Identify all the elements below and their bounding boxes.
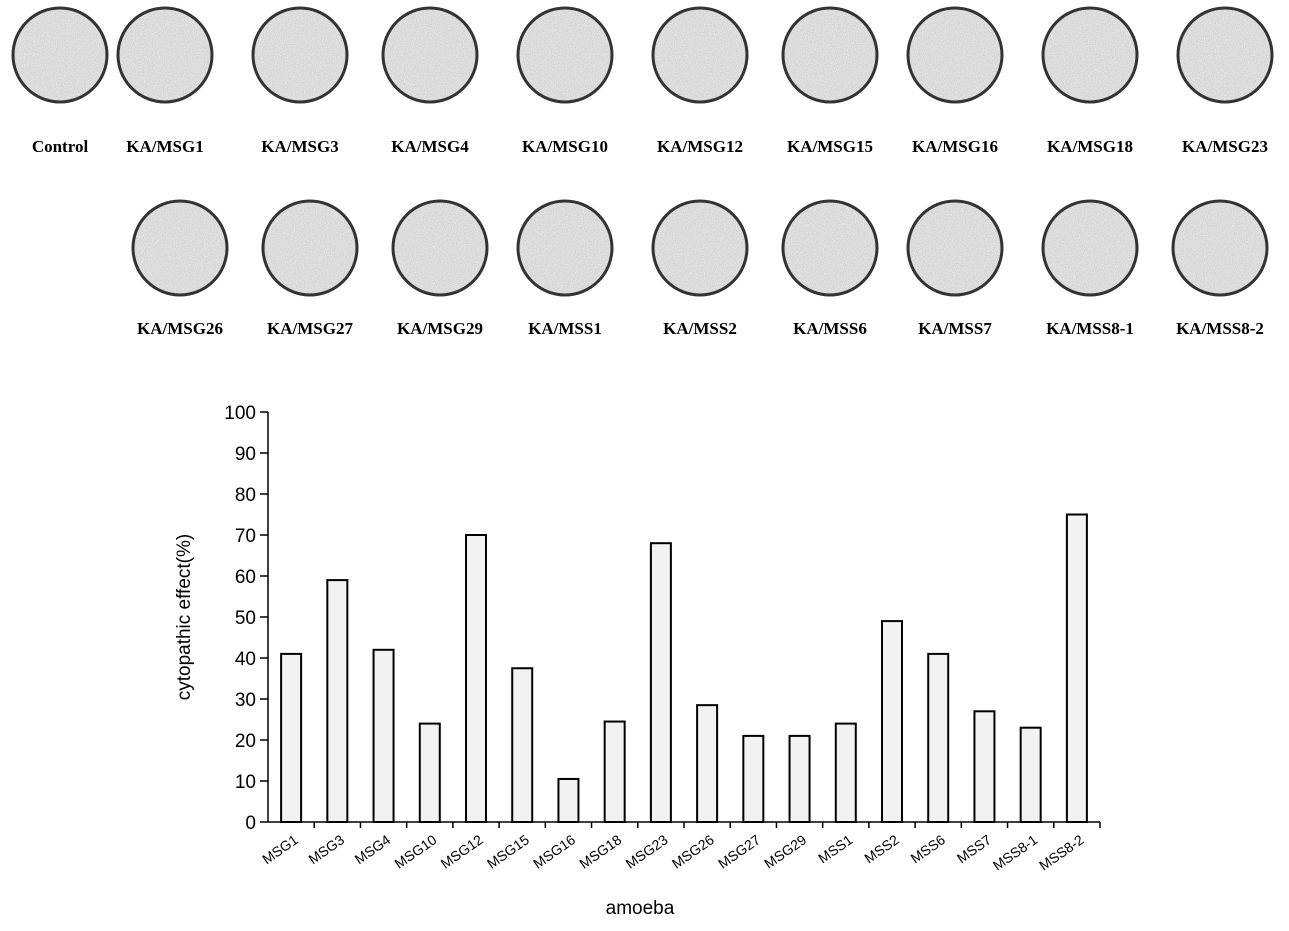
well-label: KA/MSS8-2 [1176, 319, 1264, 338]
bar [697, 705, 717, 822]
bar [466, 535, 486, 822]
bar [1021, 728, 1041, 822]
x-tick-label: MSG29 [761, 831, 809, 871]
x-tick-label: MSG27 [715, 831, 763, 871]
x-tick-label: MSG23 [623, 831, 671, 871]
bar [882, 621, 902, 822]
x-tick-label: MSG4 [352, 831, 394, 867]
bar [974, 711, 994, 822]
x-tick-label: MSG3 [305, 831, 347, 867]
well-label: KA/MSS6 [793, 319, 867, 338]
well-label: KA/MSG27 [267, 319, 353, 338]
y-tick-label: 0 [245, 813, 256, 834]
x-tick-label: MSS7 [954, 831, 995, 866]
y-tick-label: 80 [235, 485, 256, 506]
y-tick-label: 30 [235, 690, 256, 711]
well-label: KA/MSG18 [1047, 137, 1133, 156]
y-tick-label: 20 [235, 731, 256, 752]
bar [790, 736, 810, 822]
x-tick-label: MSS6 [908, 831, 949, 866]
y-tick-label: 70 [235, 526, 256, 547]
x-tick-label: MSS8-1 [990, 831, 1041, 873]
well-label: KA/MSS8-1 [1046, 319, 1134, 338]
y-tick-label: 100 [224, 403, 256, 424]
figure: cytopathic effect(%) amoeba Control KA/MS… [0, 0, 1289, 931]
well-label: KA/MSG29 [397, 319, 483, 338]
well-label: KA/MSG10 [522, 137, 608, 156]
bar [374, 650, 394, 822]
well-label: KA/MSS2 [663, 319, 737, 338]
well-label: KA/MSG3 [261, 137, 338, 156]
well-label: Control [32, 137, 89, 156]
well-label: KA/MSG16 [912, 137, 998, 156]
well-label: KA/MSG1 [126, 137, 203, 156]
x-tick-label: MSS8-2 [1036, 831, 1087, 873]
x-axis-label: amoeba [606, 898, 675, 919]
well-label: KA/MSG4 [391, 137, 469, 156]
bar [1067, 515, 1087, 823]
well-label: KA/MSG15 [787, 137, 873, 156]
well-label: KA/MSS1 [528, 319, 602, 338]
y-tick-label: 40 [235, 649, 256, 670]
x-tick-label: MSS1 [815, 831, 856, 866]
bar [512, 668, 532, 822]
y-tick-label: 60 [235, 567, 256, 588]
x-tick-label: MSG12 [438, 831, 486, 871]
x-tick-label: MSG16 [530, 831, 578, 871]
well-label: KA/MSS7 [918, 319, 992, 338]
y-tick-label: 50 [235, 608, 256, 629]
well-label: KA/MSG23 [1182, 137, 1268, 156]
bar [743, 736, 763, 822]
x-tick-label: MSG10 [391, 831, 439, 871]
bar [651, 543, 671, 822]
x-tick-label: MSG1 [259, 831, 301, 867]
y-tick-label: 10 [235, 772, 256, 793]
bar [836, 724, 856, 822]
x-tick-label: MSG15 [484, 831, 532, 871]
bar [327, 580, 347, 822]
bar [281, 654, 301, 822]
well-label: KA/MSG12 [657, 137, 743, 156]
x-tick-label: MSG26 [669, 831, 717, 871]
bar [420, 724, 440, 822]
y-tick-label: 90 [235, 444, 256, 465]
x-tick-label: MSS2 [861, 831, 902, 866]
y-axis-label: cytopathic effect(%) [174, 534, 195, 701]
bar [928, 654, 948, 822]
well-label: KA/MSG26 [137, 319, 223, 338]
bar [605, 722, 625, 822]
x-tick-label: MSG18 [576, 831, 624, 871]
bar [558, 779, 578, 822]
